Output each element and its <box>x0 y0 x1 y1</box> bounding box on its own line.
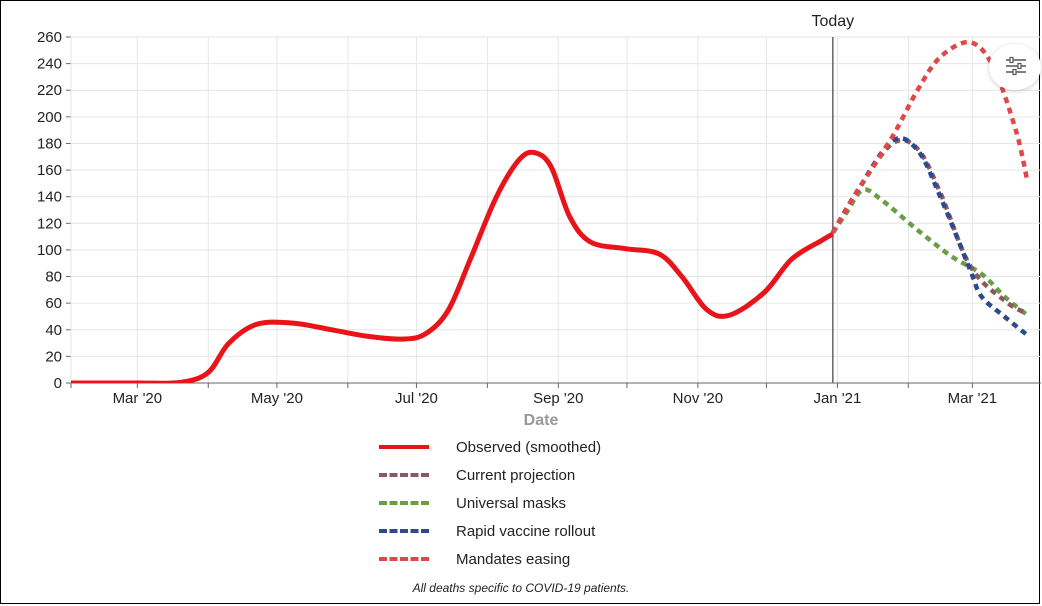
chart-caption: All deaths specific to COVID-19 patients… <box>412 581 630 595</box>
x-axis-title: Date <box>524 412 559 429</box>
y-tick-label: 120 <box>37 215 62 232</box>
y-tick-label: 140 <box>37 189 62 206</box>
x-tick-label: May '20 <box>251 390 303 407</box>
legend-label: Universal masks <box>456 494 567 512</box>
x-tick-label: Sep '20 <box>533 390 583 407</box>
legend: Observed (smoothed) Current projection Uni… <box>379 433 601 573</box>
today-label: Today <box>811 13 854 30</box>
y-tick-label: 240 <box>37 56 62 73</box>
legend-label: Rapid vaccine rollout <box>456 522 596 540</box>
series-line-observed-smoothed <box>71 149 835 383</box>
legend-item[interactable]: Rapid vaccine rollout <box>379 517 601 545</box>
legend-item[interactable]: Observed (smoothed) <box>379 433 601 461</box>
y-tick-label: 260 <box>37 29 62 46</box>
legend-swatch <box>379 473 429 477</box>
y-tick-label: 160 <box>37 162 62 179</box>
y-tick-label: 0 <box>54 375 62 392</box>
x-tick-label: Nov '20 <box>673 390 723 407</box>
series-line-mandates-easing <box>830 39 1030 234</box>
y-tick-label: 40 <box>45 322 62 339</box>
sliders-icon <box>1006 56 1026 76</box>
series-line-universal-masks <box>830 187 1029 317</box>
legend-item[interactable]: Mandates easing <box>379 545 601 573</box>
legend-label: Mandates easing <box>456 550 571 568</box>
chart: 0 20 40 60 80 100 120 140 160 180 200 220 240 260 Mar … <box>37 13 1041 429</box>
legend-item[interactable]: Current projection <box>379 461 601 489</box>
legend-swatch <box>379 501 429 505</box>
legend-swatch <box>379 529 429 533</box>
legend-label: Current projection <box>456 466 576 484</box>
legend-label: Observed (smoothed) <box>456 438 602 456</box>
x-tick-label: Jul '20 <box>395 390 438 407</box>
y-tick-label: 60 <box>45 295 62 312</box>
legend-item[interactable]: Universal masks <box>379 489 601 517</box>
legend-swatch <box>379 445 429 449</box>
x-tick-label: Jan '21 <box>813 390 861 407</box>
y-tick-label: 100 <box>37 242 62 259</box>
legend-swatch <box>379 557 429 561</box>
x-tick-label: Mar '21 <box>948 390 998 407</box>
y-tick-label: 80 <box>45 269 62 286</box>
y-tick-label: 200 <box>37 109 62 126</box>
y-tick-label: 20 <box>45 348 62 365</box>
y-tick-label: 180 <box>37 135 62 152</box>
y-tick-label: 220 <box>37 82 62 99</box>
chart-menu-button[interactable] <box>989 44 1041 90</box>
x-tick-label: Mar '20 <box>113 390 163 407</box>
